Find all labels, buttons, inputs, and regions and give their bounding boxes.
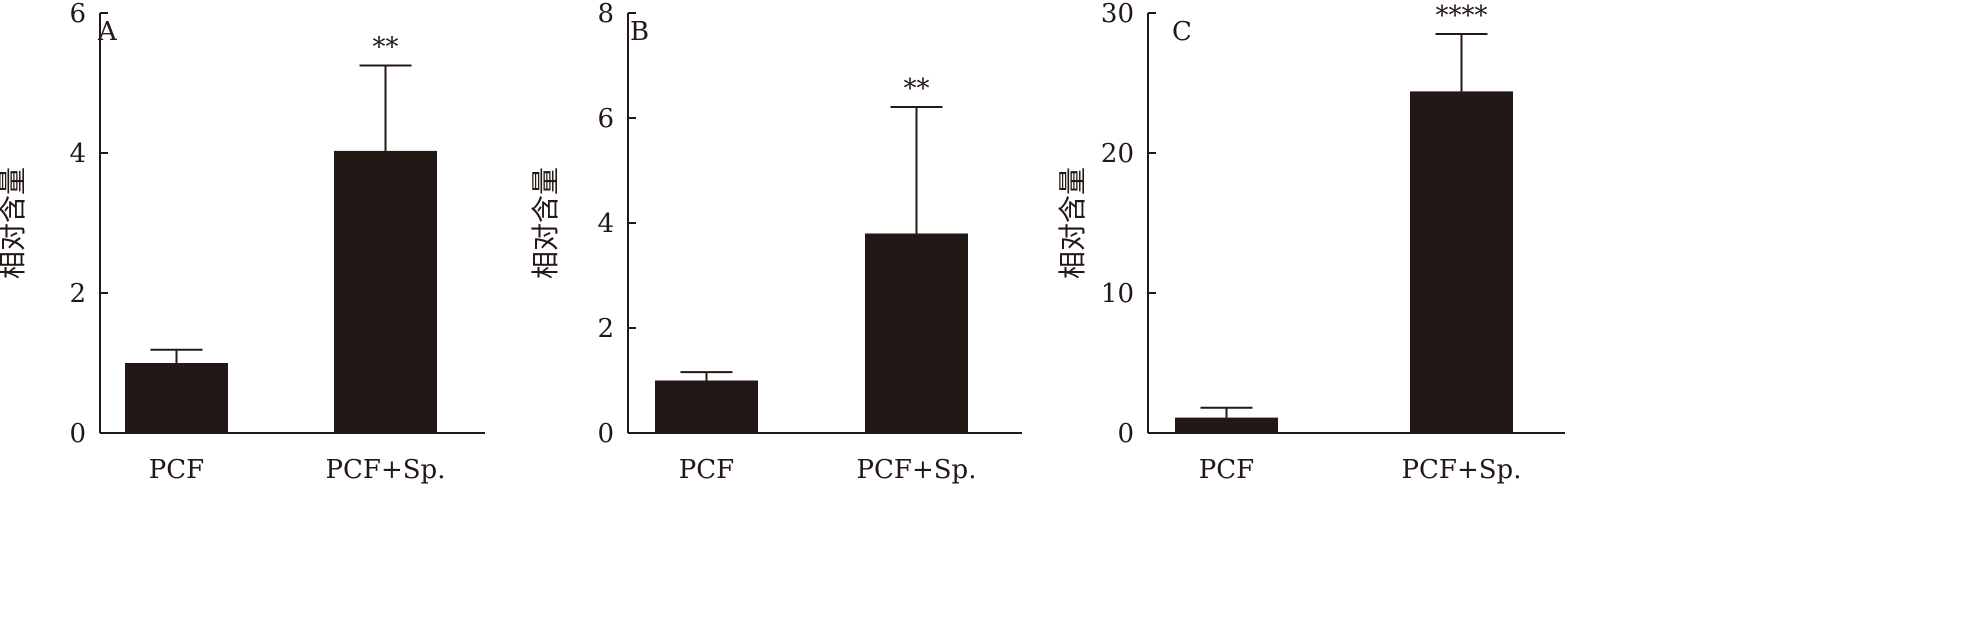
chart-panel-c: 0 10 20 30 相对含量 C PCF **** PCF+Sp. [1056,0,1565,485]
chart-panel-a: 0 2 4 6 相对含量 A PCF ** PCF+Sp. [0,0,485,485]
y-axis-title: 相对含量 [1056,167,1089,279]
x-category-label: PCF [679,455,734,485]
significance-marker: ** [373,33,399,63]
x-category-label: PCF+Sp. [1402,455,1522,485]
y-axis-title: 相对含量 [0,167,29,279]
y-tick-label: 0 [69,419,86,449]
y-axis-title: 相对含量 [529,167,562,279]
y-tick-label: 4 [69,139,86,169]
bar [865,233,968,433]
chart-panel-b: 0 2 4 6 8 相对含量 B PCF ** PCF+Sp. [529,0,1022,485]
y-tick-label: 6 [597,104,614,134]
y-tick-label: 4 [597,209,614,239]
y-tick-label: 8 [597,0,614,29]
y-tick-label: 10 [1101,279,1134,309]
panel-label: C [1172,17,1192,47]
bar [125,363,228,433]
significance-marker: ** [904,74,930,104]
y-tick-label: 20 [1101,139,1134,169]
bar [1175,417,1278,433]
y-tick-label: 30 [1101,0,1134,29]
x-category-label: PCF+Sp. [857,455,977,485]
bar [334,150,437,433]
y-tick-label: 6 [69,0,86,29]
y-tick-label: 0 [1117,419,1134,449]
bar [1410,91,1513,434]
y-tick-label: 2 [597,314,614,344]
y-tick-label: 2 [69,279,86,309]
y-tick-label: 0 [597,419,614,449]
x-category-label: PCF+Sp. [326,455,446,485]
x-category-label: PCF [1199,455,1254,485]
significance-marker: **** [1436,1,1488,31]
bar [655,380,758,433]
panel-label: A [97,17,118,47]
panel-label: B [630,17,649,47]
x-category-label: PCF [149,455,204,485]
